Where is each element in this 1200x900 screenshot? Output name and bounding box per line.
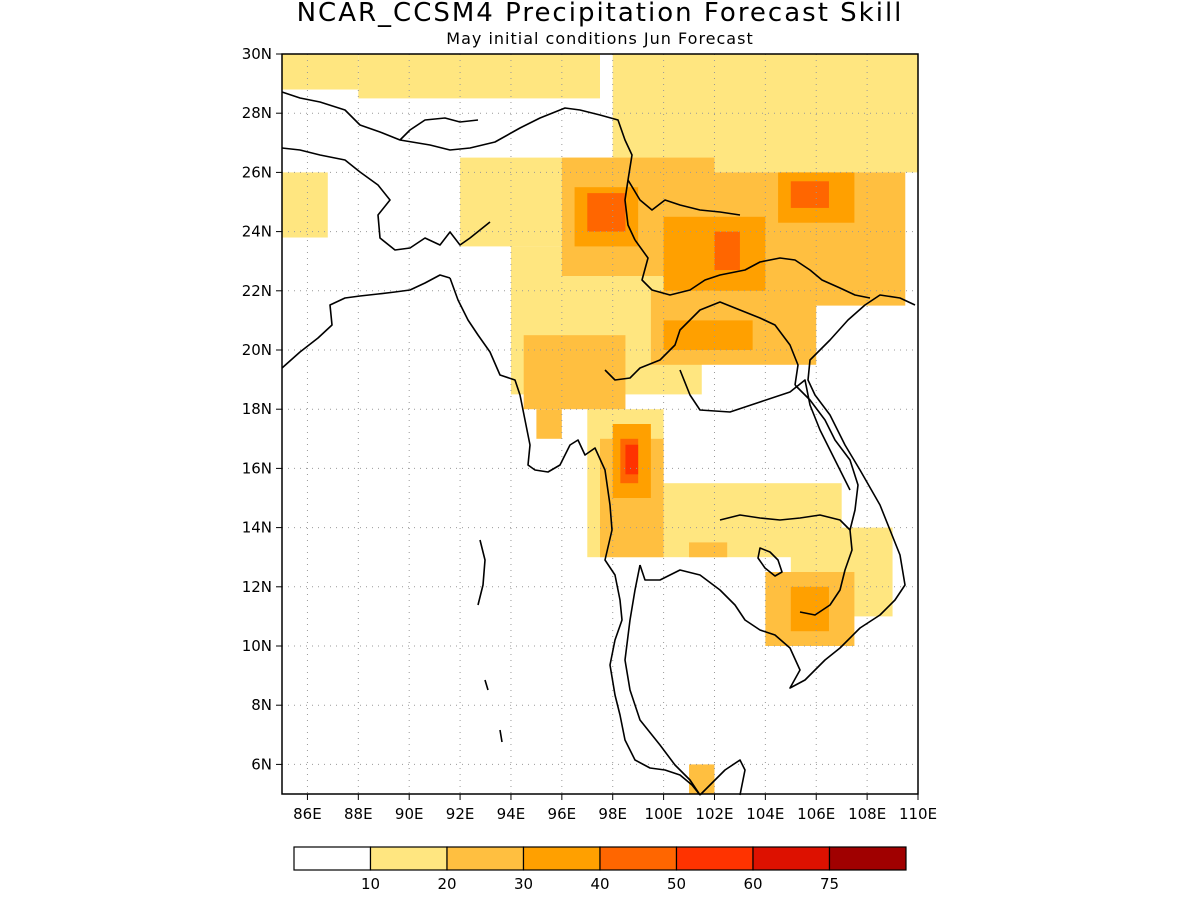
lon-tick-label: 90E	[395, 805, 424, 823]
border-myanmar-china	[634, 239, 871, 299]
colorbar-label: 50	[667, 875, 686, 893]
lon-tick-label: 96E	[548, 805, 577, 823]
skill-region-level-4	[714, 231, 740, 271]
lat-tick-label: 20N	[242, 341, 272, 359]
colorbar-label: 10	[361, 875, 380, 893]
coastline-malay-east	[699, 759, 746, 796]
colorbar: 10 20 30 40 50 60 75	[293, 846, 907, 893]
skill-region-level-2	[536, 409, 562, 439]
lat-tick-label: 22N	[242, 282, 272, 300]
plot-border	[281, 53, 919, 795]
map-subtitle: May initial conditions Jun Forecast	[446, 29, 754, 48]
skill-region-level-4	[790, 181, 829, 208]
border-myanmar-thailand	[604, 301, 799, 386]
lat-tick-label: 26N	[242, 163, 272, 181]
lat-tick-label: 18N	[242, 400, 272, 418]
coastline-gulf-of-thailand	[639, 294, 916, 689]
map-title: NCAR_CCSM4 Precipitation Forecast Skill	[296, 0, 904, 28]
coastline-myanmar	[449, 277, 701, 796]
longitude-tick-labels: 86E 88E 90E 92E 94E 96E 98E 100E 102E 104E 106E 108…	[293, 794, 937, 823]
colorbar-label: 40	[590, 875, 609, 893]
gridlines	[282, 54, 918, 794]
border-cambodia	[719, 514, 853, 616]
lon-tick-label: 94E	[497, 805, 526, 823]
border-laos-vietnam	[794, 384, 859, 531]
colorbar-label: 20	[437, 875, 456, 893]
border-tibet	[399, 117, 479, 141]
colorbar-swatch	[675, 846, 754, 871]
colorbar-swatch	[293, 846, 372, 871]
lon-tick-label: 106E	[797, 805, 835, 823]
coastlines-and-borders	[281, 91, 916, 796]
colorbar-swatch	[446, 846, 525, 871]
colorbar-swatch	[369, 846, 448, 871]
skill-region-level-1	[612, 54, 918, 173]
skill-region-level-4	[587, 193, 626, 232]
lake-tonle-sap	[757, 547, 783, 577]
lat-tick-label: 12N	[242, 578, 272, 596]
lon-tick-label: 86E	[293, 805, 322, 823]
lon-tick-label: 100E	[645, 805, 683, 823]
skill-region-level-1	[358, 54, 600, 99]
colorbar-label: 75	[820, 875, 839, 893]
lat-tick-label: 28N	[242, 104, 272, 122]
border-thailand-laos	[679, 369, 851, 491]
skill-region-level-3	[663, 320, 753, 350]
border-india-north	[281, 147, 491, 251]
skill-fill-layer	[282, 54, 918, 794]
skill-region-level-2	[689, 542, 728, 558]
lat-tick-label: 6N	[251, 755, 272, 773]
nicobar-islands	[484, 679, 503, 743]
lat-tick-label: 10N	[242, 637, 272, 655]
lat-tick-label: 14N	[242, 519, 272, 537]
coastline-india	[281, 274, 451, 369]
lon-tick-label: 108E	[848, 805, 886, 823]
skill-region-level-1	[282, 54, 359, 90]
lat-tick-label: 8N	[251, 696, 272, 714]
colorbar-label: 60	[743, 875, 762, 893]
border-yunnan	[627, 179, 741, 216]
lon-tick-label: 102E	[695, 805, 733, 823]
lat-tick-label: 16N	[242, 459, 272, 477]
skill-region-level-2	[689, 764, 715, 794]
skill-region-level-2	[523, 335, 626, 410]
coastline-malay-peninsula	[624, 564, 701, 796]
lon-tick-label: 88E	[344, 805, 373, 823]
lon-tick-label: 92E	[446, 805, 475, 823]
border-himalaya	[281, 91, 636, 241]
colorbar-swatch	[522, 846, 601, 871]
lon-tick-label: 104E	[746, 805, 784, 823]
skill-region-level-5	[625, 444, 639, 475]
colorbar-swatch	[599, 846, 678, 871]
lon-tick-label: 110E	[899, 805, 937, 823]
colorbar-swatch	[828, 846, 907, 871]
latitude-tick-labels: 30N 28N 26N 24N 22N 20N 18N 16N 14N 12N 10N 8N 6N	[242, 45, 282, 773]
lat-tick-label: 30N	[242, 45, 272, 63]
colorbar-swatch	[752, 846, 831, 871]
andaman-islands	[477, 539, 486, 606]
map-frame	[281, 53, 919, 795]
lon-tick-label: 98E	[598, 805, 627, 823]
colorbar-label: 30	[514, 875, 533, 893]
lat-tick-label: 24N	[242, 223, 272, 241]
skill-region-level-1	[282, 172, 328, 238]
